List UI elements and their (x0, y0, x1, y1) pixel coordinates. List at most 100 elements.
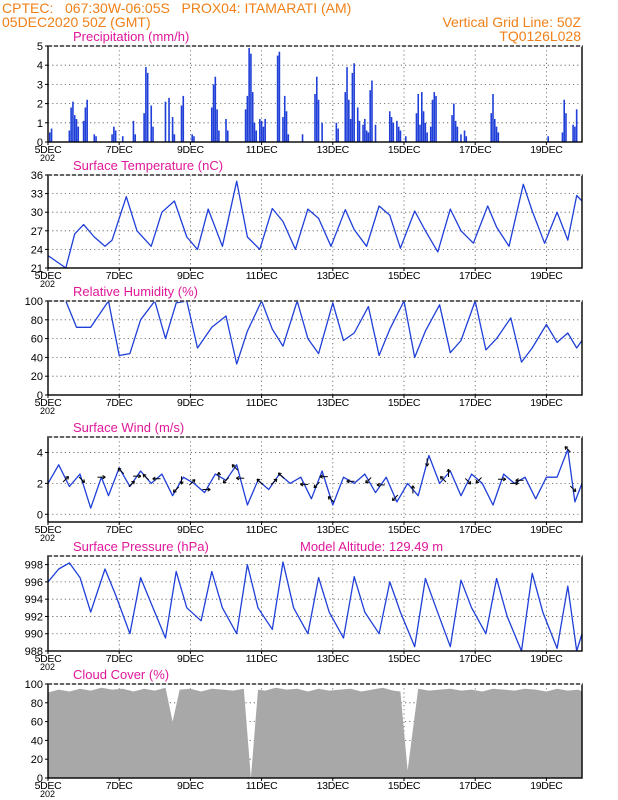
rh-ytick-label: 0 (37, 390, 43, 402)
psfc-ytick-label: 988 (25, 646, 43, 658)
precip-bar (453, 103, 455, 142)
wind-arrow (391, 494, 399, 502)
precip-bar (143, 113, 145, 142)
wind-arrow-head (475, 479, 480, 484)
precip-bar (421, 92, 423, 142)
wind-arrow-head (231, 464, 236, 468)
rh-xtick-label: 9DEC (177, 397, 205, 409)
precip-bar (262, 126, 265, 142)
psfc-xtick-label: 17DEC (459, 653, 492, 665)
precip-bar (575, 109, 578, 142)
wind-arrow-head (327, 496, 332, 500)
temp-ytick-label: 21 (31, 263, 43, 275)
temp-ytick-label: 24 (31, 244, 43, 256)
cloud-ytick-label: 100 (25, 679, 43, 691)
header-line1: CPTEC: 067:30W-06:05S PROX04: ITAMARATI … (2, 0, 352, 16)
precip-bar (371, 80, 373, 142)
wind-arrow-head (273, 478, 278, 483)
wind-arrow-head (564, 446, 569, 450)
psfc-xtick-label: 15DEC (388, 653, 421, 665)
wind-arrow-head (152, 476, 156, 481)
wind-arrow-shaft (128, 480, 135, 488)
precip-xtick-label: 19DEC (530, 144, 563, 156)
wind-arrow-head (515, 481, 519, 486)
precip-bar (248, 47, 250, 142)
wind-arrow (446, 468, 451, 477)
cloud-area (48, 687, 582, 778)
cloud-xtick-label: 15DEC (388, 780, 421, 792)
precip-bar (114, 130, 117, 142)
wind-arrow-head (142, 473, 147, 478)
rh-panel: 0 20 40 60 80 100 5DEC 7DEC 9DEC 11DEC 13DEC 15DEC 1… (25, 284, 583, 416)
rh-xtick-label: 17DEC (459, 397, 492, 409)
precip-bar (193, 136, 195, 142)
wind-arrow-head (277, 472, 282, 477)
wind-xtick-label: 13DEC (317, 524, 350, 536)
precip-bar (490, 113, 493, 142)
precip-bar (492, 94, 494, 142)
psfc-panel: 988 990 992 994 996 998 5DEC 7DEC 9DEC 11DEC 13DEC… (25, 539, 583, 672)
wind-arrow-shaft (475, 477, 482, 484)
wind-arrow-shaft (365, 477, 372, 484)
precip-bar (362, 124, 364, 142)
precip-bar (563, 99, 565, 142)
precip-bar (396, 120, 398, 142)
precip-bar (191, 134, 193, 142)
precip-bar (121, 136, 124, 142)
wind-arrow (117, 467, 125, 475)
precip-year-label: 202 (40, 153, 55, 163)
temp-panel: 21 24 27 30 33 36 5DEC 7DEC 9DEC 11DEC 13DEC 15DEC 1… (31, 158, 583, 289)
precip-bar (565, 113, 567, 142)
temp-year-label: 202 (40, 279, 55, 289)
wind-arrow (439, 475, 447, 483)
temp-xtick-label: 17DEC (459, 270, 492, 282)
wind-arrow (128, 480, 135, 488)
rh-ytick-label: 40 (31, 352, 43, 364)
psfc-ytick-label: 994 (25, 594, 43, 606)
precip-bar (493, 118, 496, 142)
wind-ytick-label: 2 (37, 478, 43, 490)
wind-arrow-head (425, 463, 430, 467)
wind-arrow (97, 475, 106, 480)
precip-bar (369, 90, 371, 142)
wind-arrow-head (572, 488, 577, 493)
precip-bar (253, 122, 256, 142)
wind-xtick-label: 19DEC (530, 524, 563, 536)
wind-arrow-head (207, 487, 211, 492)
header-grid-note: Vertical Grid Line: 50Z (442, 14, 581, 30)
precip-bar (264, 118, 266, 142)
precip-bar (572, 124, 574, 142)
precip-bar (150, 105, 153, 142)
rh-xtick-label: 7DEC (106, 397, 134, 409)
wind-arrow (569, 485, 577, 493)
cloud-ytick-label: 0 (37, 773, 43, 785)
wind-arrow (327, 496, 335, 503)
wind-xtick-label: 11DEC (246, 524, 278, 536)
rh-title: Relative Humidity (%) (73, 284, 198, 299)
wind-arrow-shaft (142, 474, 150, 481)
psfc-xtick-label: 5DEC (35, 653, 63, 665)
psfc-line (47, 561, 583, 652)
precip-bar (358, 120, 361, 142)
precip-xtick-label: 7DEC (106, 144, 134, 156)
wind-arrow (236, 476, 245, 481)
cloud-xtick-label: 17DEC (459, 780, 492, 792)
precip-bar (465, 136, 468, 142)
wind-arrow-shaft (62, 476, 69, 483)
precip-title: Precipitation (mm/h) (73, 29, 189, 44)
wind-arrow (270, 478, 278, 485)
wind-ytick-label: 0 (37, 509, 43, 521)
precip-bar (113, 126, 115, 142)
precip-bar (283, 95, 286, 142)
psfc-ytick-label: 998 (25, 560, 43, 572)
wind-arrow (475, 477, 482, 484)
precip-xtick-label: 17DEC (459, 144, 492, 156)
precip-bar (84, 107, 87, 142)
wind-arrow-head (376, 482, 380, 488)
cloud-xtick-label: 9DEC (177, 780, 205, 792)
precip-ytick-label: 1 (37, 118, 43, 130)
precip-bar (353, 63, 355, 142)
temp-xtick-label: 5DEC (35, 270, 63, 282)
precip-bar (495, 126, 498, 142)
